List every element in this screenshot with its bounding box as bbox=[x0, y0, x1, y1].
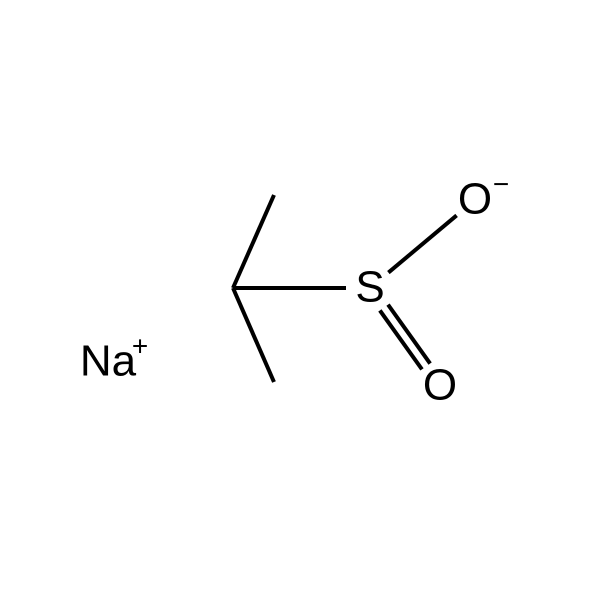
bond bbox=[233, 195, 274, 288]
bond bbox=[233, 288, 274, 382]
charge-label: − bbox=[493, 168, 509, 199]
atom-label: O bbox=[423, 361, 457, 410]
bond bbox=[388, 215, 456, 272]
charge-label: + bbox=[132, 330, 148, 361]
atom-label: S bbox=[355, 263, 384, 312]
atom-label: Na bbox=[80, 337, 137, 386]
molecule-diagram: Na+SO−O bbox=[0, 0, 600, 600]
atom-label: O bbox=[458, 175, 492, 224]
